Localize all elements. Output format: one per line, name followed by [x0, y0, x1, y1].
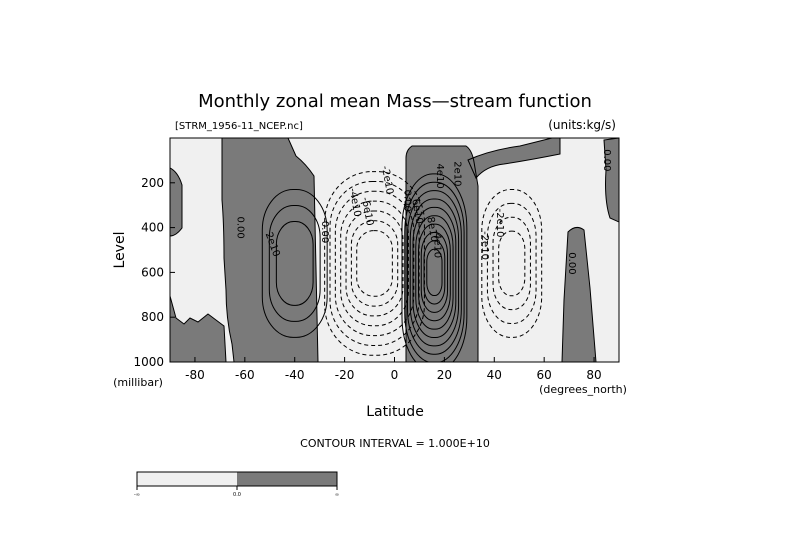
fill-northern-ferrel-cell [562, 227, 596, 362]
colorbar-tick-label: ∞ [335, 492, 339, 498]
colorbar-segment [237, 472, 337, 486]
x-tick-label: 0 [391, 368, 399, 382]
zero-contour [561, 226, 597, 362]
northern-ferrel-contour [486, 202, 537, 325]
contour-label: 2e10 [451, 161, 462, 186]
fill-north-pole [604, 138, 619, 222]
northern-hadley-contour [420, 231, 449, 313]
zero-contour [603, 138, 619, 223]
southern-ferrel-contour [268, 205, 321, 322]
x-tick-label: 20 [437, 368, 452, 382]
northern-hadley-contour [404, 181, 465, 362]
zero-contour [170, 295, 227, 362]
southern-ferrel-contour [275, 221, 314, 306]
southern-hadley-contour [356, 230, 393, 297]
x-axis-units: (degrees_north) [539, 383, 627, 396]
y-tick-label: 400 [141, 221, 164, 235]
fill-southern-pole [170, 168, 182, 236]
x-tick-label: 60 [537, 368, 552, 382]
southern-hadley-contour [340, 200, 409, 327]
northern-hadley-contour [415, 215, 454, 330]
contour-label: -4e10 [347, 187, 363, 217]
northern-hadley-contour [409, 198, 460, 347]
southern-hadley-contour [324, 171, 425, 356]
zero-contour [221, 138, 319, 362]
x-axis-label: Latitude [366, 404, 424, 420]
x-tick-label: 80 [586, 368, 601, 382]
contour-interval-label: CONTOUR INTERVAL = 1.000E+10 [300, 437, 490, 450]
contour-label: -6e10 [359, 196, 375, 226]
units-label: (units:kg/s) [548, 118, 616, 132]
northern-ferrel-contour [492, 216, 531, 311]
contour-label: 0.00 [401, 190, 412, 212]
northern-hadley-contour [418, 223, 451, 322]
colorbar-segment [137, 472, 237, 486]
x-tick-label: -20 [335, 368, 355, 382]
northern-ferrel-contour [481, 189, 543, 338]
fill-northern-upper-lobe [468, 138, 560, 178]
chart-title: Monthly zonal mean Mass—stream function [198, 91, 592, 112]
contour-label: 0.00 [601, 149, 612, 171]
contour-label: 6e10 [409, 198, 424, 225]
northern-hadley-contour [426, 248, 443, 297]
y-tick-label: 1000 [133, 355, 164, 369]
positive-fill-regions [170, 138, 619, 362]
y-tick-label: 800 [141, 310, 164, 324]
contour-label: 0.00 [319, 221, 330, 243]
zero-contour [170, 167, 183, 237]
y-tick-label: 600 [141, 265, 164, 279]
contour-label: -2e10 [479, 231, 490, 260]
y-tick-label: 200 [141, 176, 164, 190]
southern-hadley-contour [350, 220, 399, 307]
contour-label: 8e10 [424, 216, 439, 243]
zero-contour [405, 145, 479, 362]
contour-label: 4e10 [434, 163, 445, 188]
x-tick-label: -40 [285, 368, 305, 382]
fill-southern-highlat-surface [170, 296, 226, 362]
contour-lines [170, 138, 619, 362]
contour-label: 0.00 [566, 252, 577, 274]
fill-southern-ferrel-cell [222, 138, 318, 362]
x-tick-label: -80 [185, 368, 205, 382]
northern-ferrel-contour [498, 230, 526, 297]
contour-label: -2e10 [379, 165, 395, 195]
northern-hadley-contour [423, 240, 446, 305]
contour-label: -2e10 [494, 209, 505, 238]
contour-label: 4e10 [431, 233, 442, 258]
zero-contour [467, 138, 561, 179]
northern-hadley-contour [412, 206, 457, 338]
file-label: [STRM_1956-11_NCEP.nc] [175, 121, 303, 132]
southern-hadley-contour [345, 210, 404, 317]
contour-label: 0.00 [234, 216, 245, 238]
y-axis: 200 400 600 800 1000 [133, 176, 175, 369]
colorbar: -∞ 0.0 ∞ [134, 471, 339, 498]
y-axis-units: (millibar) [113, 376, 163, 389]
x-axis: -80 -60 -40 -20 0 20 40 60 80 [185, 357, 602, 382]
northern-hadley-contour [406, 190, 462, 355]
southern-ferrel-contour [261, 189, 328, 338]
northern-hadley-contour [401, 173, 468, 362]
y-axis-label: Level [112, 232, 128, 269]
x-tick-label: 40 [487, 368, 502, 382]
southern-hadley-contour [334, 190, 415, 337]
southern-hadley-contour [329, 180, 420, 346]
fill-northern-hadley-cell [406, 146, 478, 362]
colorbar-tick-label: 0.0 [233, 492, 241, 498]
colorbar-tick-label: -∞ [134, 492, 140, 498]
x-tick-label: -60 [235, 368, 255, 382]
